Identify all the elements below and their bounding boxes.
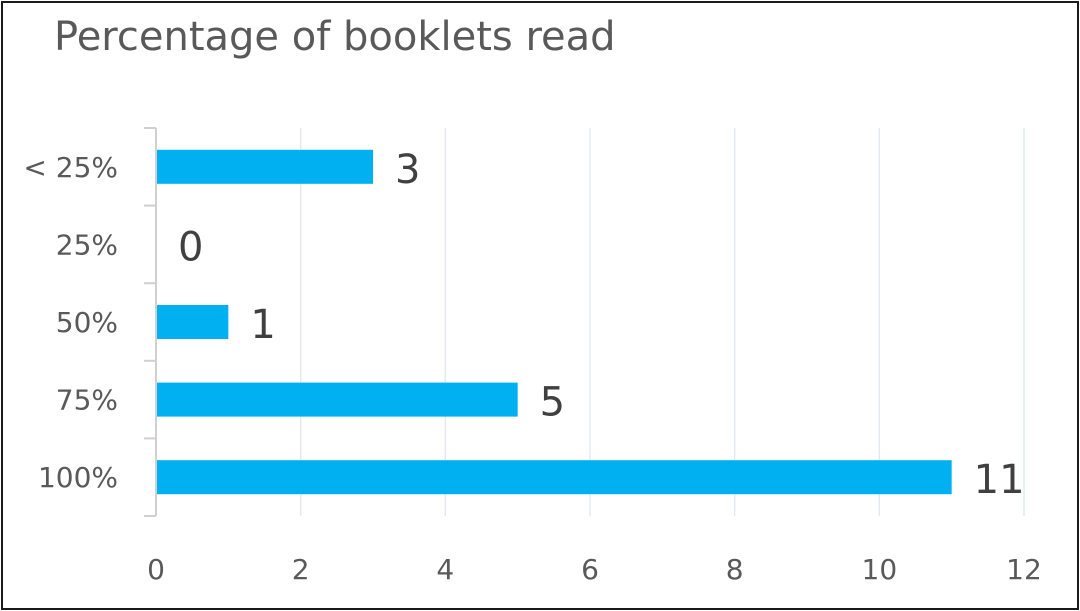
- x-tick-label: 0: [147, 553, 165, 586]
- data-label: 5: [540, 380, 565, 426]
- y-category-label: < 25%: [23, 151, 118, 184]
- bar: [157, 460, 952, 495]
- data-label: 11: [974, 457, 1025, 503]
- x-tick-label: 12: [1006, 553, 1042, 586]
- y-category-label: 50%: [56, 306, 118, 339]
- data-label: 0: [178, 224, 203, 270]
- bar: [157, 382, 518, 417]
- x-tick-label: 6: [581, 553, 599, 586]
- bar: [157, 149, 373, 184]
- x-tick-label: 4: [436, 553, 454, 586]
- y-category-label: 75%: [56, 384, 118, 417]
- data-label: 3: [395, 147, 420, 193]
- x-tick-label: 2: [292, 553, 310, 586]
- x-tick-label: 10: [862, 553, 898, 586]
- y-category-label: 100%: [38, 461, 118, 494]
- bar: [157, 305, 229, 339]
- y-category-label: 25%: [56, 228, 118, 261]
- x-tick-label: 8: [726, 553, 744, 586]
- data-label: 1: [250, 302, 275, 348]
- chart-title: Percentage of booklets read: [54, 14, 616, 60]
